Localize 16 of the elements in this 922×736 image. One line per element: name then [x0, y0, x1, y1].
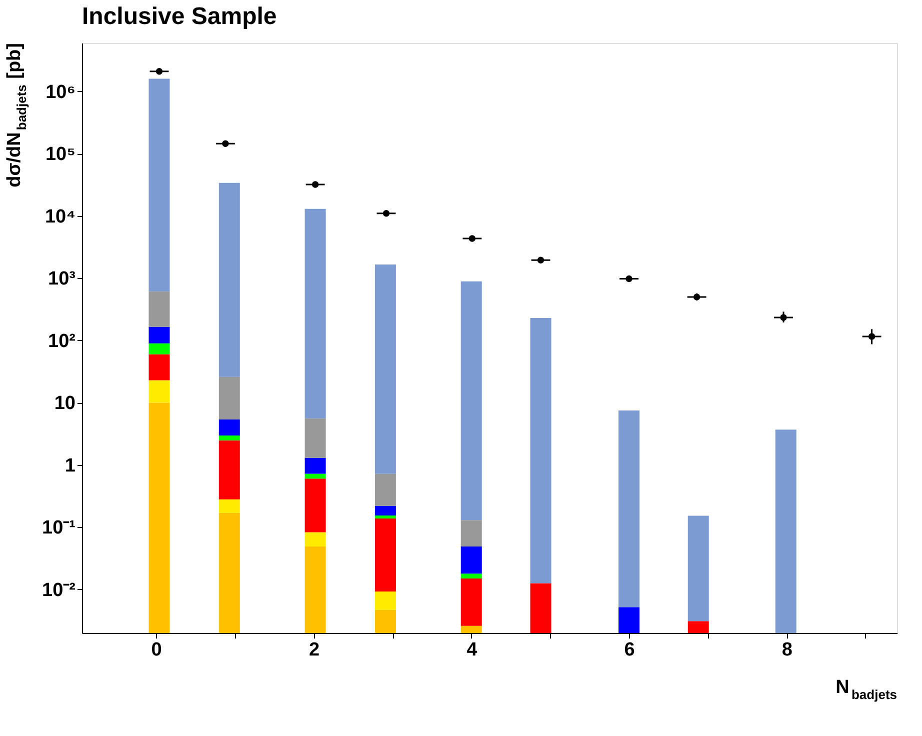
y-tick-label: 10² — [48, 330, 76, 352]
x-tick-label: 8 — [782, 640, 792, 660]
y-tick-label: 10⁴ — [44, 206, 76, 228]
y-tick-label: 10⁵ — [45, 144, 76, 166]
x-tick-label: 0 — [151, 640, 162, 660]
y-tick-label: 10 — [54, 393, 76, 414]
y-tick-label: 10³ — [48, 268, 76, 290]
x-tick-label: 2 — [308, 640, 320, 660]
y-tick-label: 10⁶ — [46, 82, 76, 103]
y-axis-title: dσ/dNbadjets [pb] — [4, 43, 29, 188]
x-tick-label: 6 — [624, 640, 635, 660]
y-tick-label: 10⁻² — [42, 580, 76, 601]
y-tick-label: 10⁻¹ — [42, 518, 76, 539]
x-tick-label: 4 — [466, 640, 478, 660]
y-tick-label: 1 — [64, 455, 76, 476]
chart-title: Inclusive Sample — [82, 3, 277, 30]
